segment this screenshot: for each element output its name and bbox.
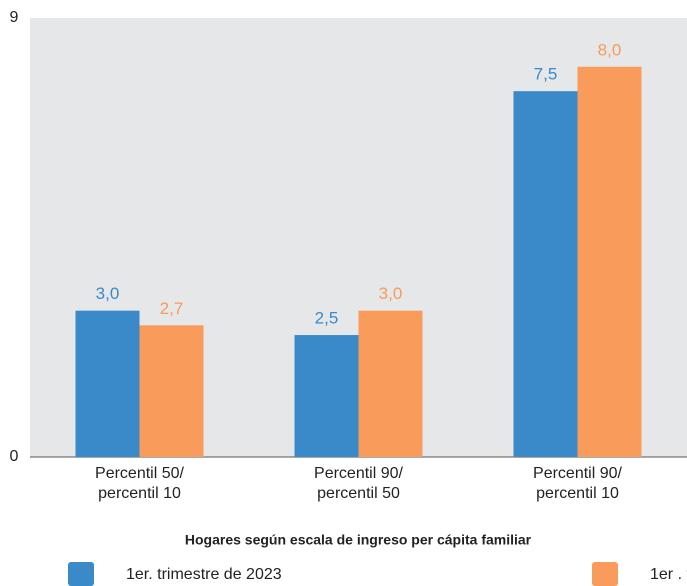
bar	[513, 91, 578, 458]
bar	[139, 325, 204, 457]
value-label: 3,0	[379, 284, 403, 303]
legend-swatch	[592, 562, 618, 586]
x-tick-label: percentil 50	[317, 485, 400, 502]
value-label: 7,5	[534, 65, 558, 84]
legend-label: 1er . trimestre de 2024	[650, 566, 687, 583]
x-tick-label: Percentil 90/	[314, 465, 403, 482]
value-label: 2,5	[315, 309, 339, 328]
x-tick-label: percentil 10	[98, 485, 181, 502]
bar	[294, 335, 359, 457]
x-tick-label: Percentil 90/	[533, 465, 622, 482]
x-axis-title: Hogares según escala de ingreso per cápi…	[185, 532, 532, 548]
x-tick-label: percentil 10	[536, 485, 619, 502]
value-label: 3,0	[96, 284, 120, 303]
bar	[577, 66, 642, 458]
y-tick-label: 0	[10, 448, 19, 465]
value-label: 2,7	[160, 299, 184, 318]
legend-label: 1er. trimestre de 2023	[126, 566, 282, 583]
bar	[75, 310, 140, 457]
legend-swatch	[68, 562, 94, 586]
value-label: 8,0	[598, 40, 622, 59]
y-tick-label: 9	[10, 9, 19, 26]
bar	[358, 310, 423, 457]
x-tick-label: Percentil 50/	[95, 465, 184, 482]
